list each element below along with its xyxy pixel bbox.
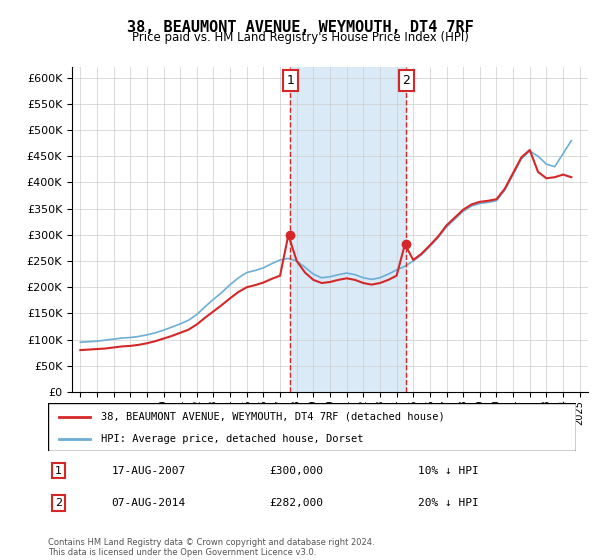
Text: Contains HM Land Registry data © Crown copyright and database right 2024.
This d: Contains HM Land Registry data © Crown c…	[48, 538, 374, 557]
Text: Price paid vs. HM Land Registry's House Price Index (HPI): Price paid vs. HM Land Registry's House …	[131, 31, 469, 44]
Text: 38, BEAUMONT AVENUE, WEYMOUTH, DT4 7RF: 38, BEAUMONT AVENUE, WEYMOUTH, DT4 7RF	[127, 20, 473, 35]
Text: 2: 2	[55, 498, 62, 508]
Bar	[290, 67, 406, 392]
Text: 38, BEAUMONT AVENUE, WEYMOUTH, DT4 7RF (detached house): 38, BEAUMONT AVENUE, WEYMOUTH, DT4 7RF (…	[101, 412, 445, 422]
Text: 07-AUG-2014: 07-AUG-2014	[112, 498, 185, 508]
Text: 20% ↓ HPI: 20% ↓ HPI	[418, 498, 478, 508]
Text: 1: 1	[287, 74, 295, 87]
Text: £300,000: £300,000	[270, 465, 324, 475]
Text: 17-AUG-2007: 17-AUG-2007	[112, 465, 185, 475]
Text: 10% ↓ HPI: 10% ↓ HPI	[418, 465, 478, 475]
FancyBboxPatch shape	[48, 403, 576, 451]
Text: HPI: Average price, detached house, Dorset: HPI: Average price, detached house, Dors…	[101, 434, 364, 444]
Text: 1: 1	[55, 465, 62, 475]
Text: 2: 2	[403, 74, 410, 87]
Text: £282,000: £282,000	[270, 498, 324, 508]
